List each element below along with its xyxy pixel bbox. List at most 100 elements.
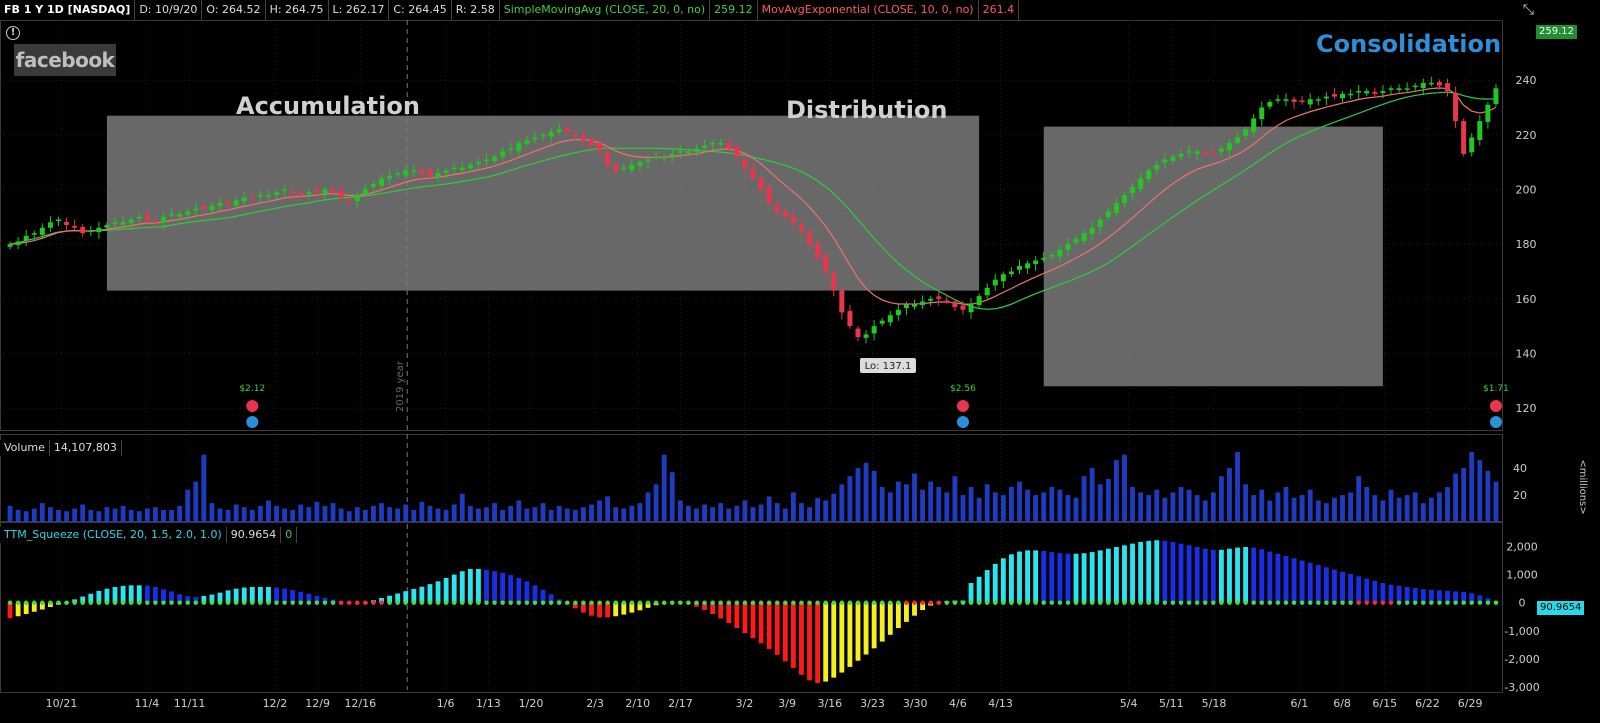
candle-body bbox=[653, 156, 659, 159]
x-tick-label: 11/4 bbox=[135, 697, 160, 710]
volume-bar bbox=[1017, 481, 1022, 522]
squeeze-dot bbox=[880, 600, 885, 605]
squeeze-dot bbox=[209, 600, 215, 605]
squeeze-title[interactable]: TTM_Squeeze (CLOSE, 20, 1.5, 2.0, 1.0) bbox=[0, 527, 227, 543]
candle-body bbox=[1113, 203, 1119, 213]
candle-body bbox=[1130, 186, 1136, 194]
volume-bar bbox=[782, 508, 788, 522]
squeeze-bar bbox=[193, 597, 199, 603]
candle-body bbox=[1259, 107, 1265, 120]
squeeze-dot bbox=[1308, 600, 1313, 605]
candle-body bbox=[1243, 129, 1249, 136]
squeeze-dot bbox=[1332, 600, 1337, 605]
squeeze-bar bbox=[621, 602, 627, 615]
squeeze-dot bbox=[653, 600, 659, 605]
squeeze-dot bbox=[322, 600, 328, 605]
info-icon[interactable]: ! bbox=[6, 26, 20, 40]
volume-bar bbox=[379, 503, 384, 522]
squeeze-dot bbox=[1081, 600, 1087, 605]
candle-body bbox=[718, 143, 724, 145]
volume-bar bbox=[354, 507, 360, 522]
candle-body bbox=[1275, 99, 1281, 101]
volume-bar bbox=[766, 496, 772, 522]
squeeze-bar bbox=[249, 586, 255, 603]
squeeze-dot bbox=[1267, 600, 1273, 605]
volume-bar bbox=[540, 503, 546, 522]
candle-body bbox=[782, 211, 788, 217]
squeeze-dot bbox=[419, 600, 425, 605]
squeeze-dot bbox=[468, 600, 473, 605]
candle-body bbox=[887, 315, 893, 323]
candle-body bbox=[39, 227, 45, 235]
candle-body bbox=[1299, 100, 1305, 102]
volume-bar bbox=[984, 484, 990, 522]
volume-bar bbox=[1186, 489, 1192, 522]
squeeze-dot bbox=[1146, 600, 1151, 605]
candle-body bbox=[540, 134, 546, 137]
ema-study-label[interactable]: MovAvgExponential (CLOSE, 10, 0, no) bbox=[758, 0, 979, 20]
volume-bar bbox=[960, 495, 966, 522]
volume-bar bbox=[492, 503, 498, 522]
sma-study-label[interactable]: SimpleMovingAvg (CLOSE, 20, 0, no) bbox=[500, 0, 711, 20]
squeeze-dot bbox=[1493, 600, 1499, 605]
squeeze-bar bbox=[1154, 540, 1160, 603]
squeeze-dot bbox=[306, 600, 312, 605]
candle-body bbox=[233, 200, 239, 206]
squeeze-dot bbox=[823, 600, 828, 605]
ema-line bbox=[10, 87, 1497, 305]
candle-body bbox=[1097, 219, 1103, 227]
x-tick-label: 5/11 bbox=[1159, 697, 1184, 710]
symbol-label[interactable]: FB 1 Y 1D [NASDAQ] bbox=[0, 0, 136, 20]
squeeze-bar bbox=[871, 602, 877, 649]
last-price-badge: 259.12 bbox=[1536, 25, 1577, 39]
candle-body bbox=[807, 231, 813, 245]
volume-bar bbox=[233, 504, 239, 522]
squeeze-bar bbox=[904, 602, 909, 622]
squeeze-dot bbox=[282, 600, 287, 605]
candle-body bbox=[1202, 152, 1208, 154]
volume-title[interactable]: Volume bbox=[0, 440, 50, 456]
volume-bar bbox=[661, 454, 667, 522]
squeeze-dot bbox=[1049, 600, 1055, 605]
chart-tools-icon[interactable]: ⤡ bbox=[1522, 2, 1534, 18]
volume-bar bbox=[371, 505, 376, 522]
dividend-label: $2.12 bbox=[239, 384, 265, 394]
x-tick-label: 6/1 bbox=[1291, 697, 1309, 710]
candle-body bbox=[55, 219, 61, 222]
squeeze-bar bbox=[750, 602, 756, 639]
candle-body bbox=[823, 255, 829, 272]
candle-body bbox=[120, 222, 126, 225]
squeeze-dot bbox=[1009, 600, 1014, 605]
candle-body bbox=[306, 192, 312, 195]
volume-bar bbox=[1033, 495, 1039, 522]
candle-body bbox=[443, 170, 449, 174]
squeeze-dot bbox=[201, 600, 207, 605]
volume-bar bbox=[718, 503, 724, 522]
date-readout: D: 10/9/20 bbox=[135, 0, 203, 20]
candle-body bbox=[379, 178, 385, 186]
candle-body bbox=[1089, 227, 1095, 235]
earnings-icon bbox=[956, 416, 969, 428]
volume-bar bbox=[257, 505, 263, 522]
squeeze-bar bbox=[1017, 551, 1022, 603]
squeeze-dot bbox=[766, 600, 772, 605]
squeeze-dot bbox=[1421, 600, 1426, 605]
squeeze-bar bbox=[1437, 590, 1442, 603]
candle-body bbox=[88, 230, 94, 232]
volume-bar bbox=[1122, 454, 1127, 522]
volume-bar bbox=[1138, 492, 1144, 522]
price-panel-frame bbox=[0, 20, 1503, 431]
volume-bar bbox=[863, 462, 869, 522]
volume-bar bbox=[152, 507, 158, 522]
squeeze-bar bbox=[1178, 543, 1184, 603]
squeeze-dot bbox=[993, 600, 998, 605]
candle-body bbox=[1121, 194, 1127, 204]
volume-bar bbox=[322, 505, 328, 522]
candle-body bbox=[1065, 244, 1071, 250]
squeeze-bar bbox=[734, 602, 740, 629]
squeeze-bar bbox=[411, 588, 417, 603]
candle-body bbox=[766, 187, 772, 204]
squeeze-tick-label: -3,000 bbox=[1504, 681, 1539, 694]
squeeze-tick-label: 0 bbox=[1519, 597, 1526, 610]
